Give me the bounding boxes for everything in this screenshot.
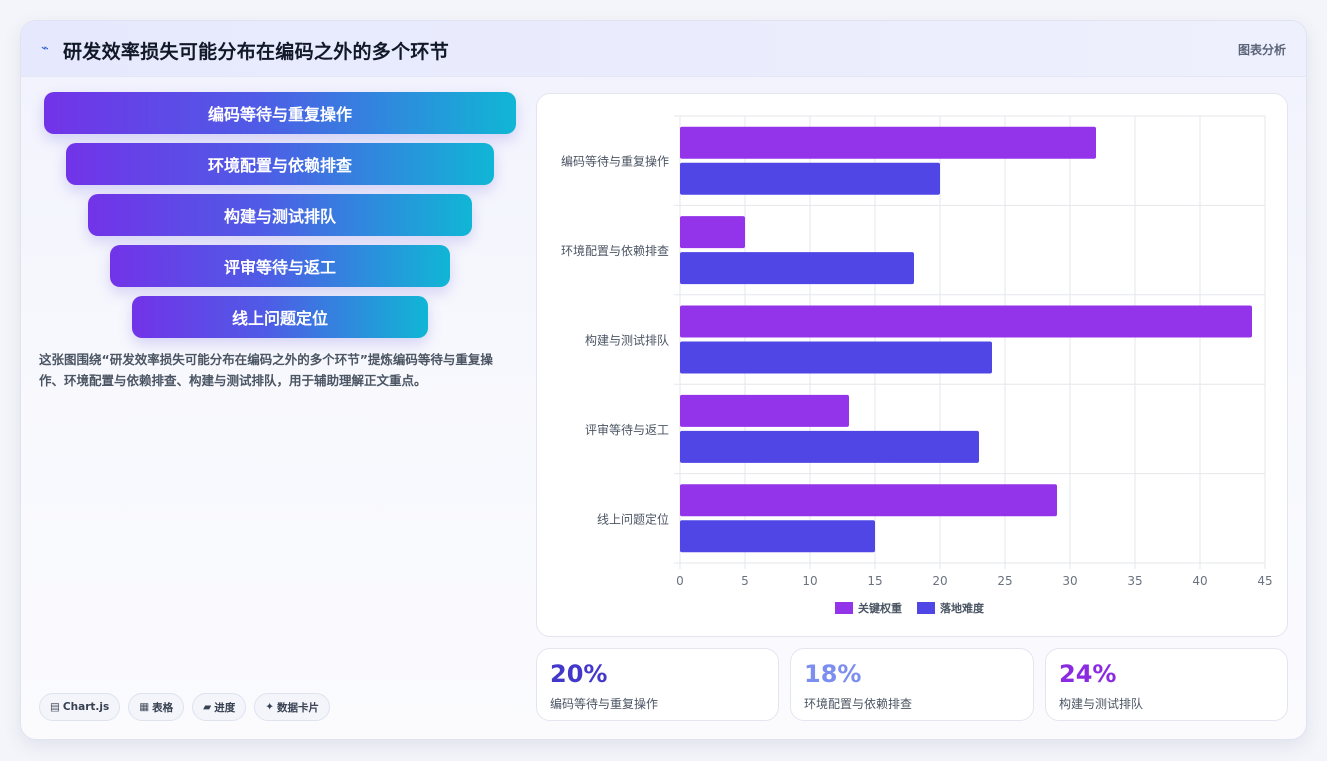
x-tick-label: 15 bbox=[867, 574, 882, 588]
chip-table[interactable]: ▦ 表格 bbox=[128, 693, 185, 721]
card-header: ⌁ 研发效率损失可能分布在编码之外的多个环节 图表分析 bbox=[21, 21, 1306, 77]
bar-difficulty bbox=[680, 341, 992, 374]
x-tick-label: 30 bbox=[1062, 574, 1077, 588]
sparkle-icon: ✦ bbox=[265, 701, 275, 713]
trend-icon: ⌁ bbox=[41, 41, 49, 56]
x-tick-label: 0 bbox=[676, 574, 684, 588]
chip-label: 进度 bbox=[214, 701, 236, 714]
y-tick-label: 环境配置与依赖排查 bbox=[561, 243, 669, 258]
bar-weight bbox=[680, 305, 1252, 338]
funnel-step-1: 编码等待与重复操作 bbox=[44, 92, 516, 134]
bar-weight bbox=[680, 484, 1057, 517]
bar-weight bbox=[680, 394, 849, 427]
funnel-step-2: 环境配置与依赖排查 bbox=[66, 143, 494, 185]
bar-weight bbox=[680, 126, 1096, 159]
x-tick-label: 10 bbox=[802, 574, 817, 588]
stat-label: 编码等待与重复操作 bbox=[550, 697, 659, 711]
bar-chart: 0 5 10 15 20 25 30 35 40 45 编码等待与重复操作环境配置与依赖排查构建与测… bbox=[561, 115, 1273, 615]
x-tick-label: 35 bbox=[1127, 574, 1142, 588]
legend-label: 关键权重 bbox=[858, 601, 902, 615]
stat-value: 18% bbox=[804, 660, 862, 688]
bar-weight bbox=[680, 216, 745, 249]
x-tick-label: 45 bbox=[1257, 574, 1272, 588]
bar-difficulty bbox=[680, 430, 979, 463]
legend-label: 落地难度 bbox=[940, 601, 985, 615]
bar-difficulty bbox=[680, 520, 875, 553]
y-tick-label: 构建与测试排队 bbox=[585, 333, 669, 348]
progress-icon: ▰ bbox=[203, 701, 212, 713]
table-icon: ▦ bbox=[139, 701, 150, 713]
chip-row: ▤ Chart.js ▦ 表格 ▰ 进度 ✦ 数据卡片 bbox=[39, 693, 331, 721]
chart-icon: ▤ bbox=[50, 701, 60, 713]
stat-card-2: 18% 环境配置与依赖排查 bbox=[790, 648, 1034, 721]
stat-value: 24% bbox=[1059, 660, 1117, 688]
stat-value: 20% bbox=[550, 660, 608, 688]
funnel-step-3: 构建与测试排队 bbox=[88, 194, 472, 236]
x-tick-label: 40 bbox=[1192, 574, 1207, 588]
stat-card-3: 24% 构建与测试排队 bbox=[1045, 648, 1288, 721]
y-tick-label: 线上问题定位 bbox=[597, 511, 669, 526]
stat-label: 构建与测试排队 bbox=[1059, 697, 1144, 711]
chip-label: 数据卡片 bbox=[277, 701, 320, 714]
funnel-step-4: 评审等待与返工 bbox=[110, 245, 450, 287]
chart-card: ⌁ 研发效率损失可能分布在编码之外的多个环节 图表分析 编码等待与重复操作 环境… bbox=[20, 20, 1307, 740]
page-title: 研发效率损失可能分布在编码之外的多个环节 bbox=[63, 41, 450, 63]
chart-panel: 0 5 10 15 20 25 30 35 40 45 编码等待与重复操作 环境配置与依赖排查构建与测… bbox=[536, 93, 1288, 637]
x-tick-label: 25 bbox=[997, 574, 1012, 588]
x-tick-label: 20 bbox=[932, 574, 947, 588]
chip-progress[interactable]: ▰ 进度 bbox=[192, 693, 247, 721]
y-tick-label: 评审等待与返工 bbox=[585, 422, 669, 437]
funnel-step-5: 线上问题定位 bbox=[132, 296, 428, 338]
chip-chartjs[interactable]: ▤ Chart.js bbox=[39, 693, 121, 721]
chip-label: 表格 bbox=[152, 701, 174, 714]
chart-analysis-tag: 图表分析 bbox=[1237, 43, 1286, 57]
chip-label: Chart.js bbox=[62, 701, 110, 713]
chip-data-card[interactable]: ✦ 数据卡片 bbox=[254, 693, 331, 721]
legend-swatch bbox=[917, 602, 935, 614]
legend-swatch bbox=[835, 602, 853, 614]
stat-label: 环境配置与依赖排查 bbox=[804, 697, 913, 711]
bar-difficulty bbox=[680, 252, 914, 285]
x-tick-label: 5 bbox=[741, 574, 749, 588]
bar-difficulty bbox=[680, 162, 940, 195]
y-tick-label: 编码等待与重复操作 bbox=[561, 154, 669, 169]
stat-card-1: 20% 编码等待与重复操作 bbox=[536, 648, 779, 721]
chart-description: 这张图围绕“研发效率损失可能分布在编码之外的多个环节”提炼编码等待与重复操作、环… bbox=[39, 352, 493, 388]
